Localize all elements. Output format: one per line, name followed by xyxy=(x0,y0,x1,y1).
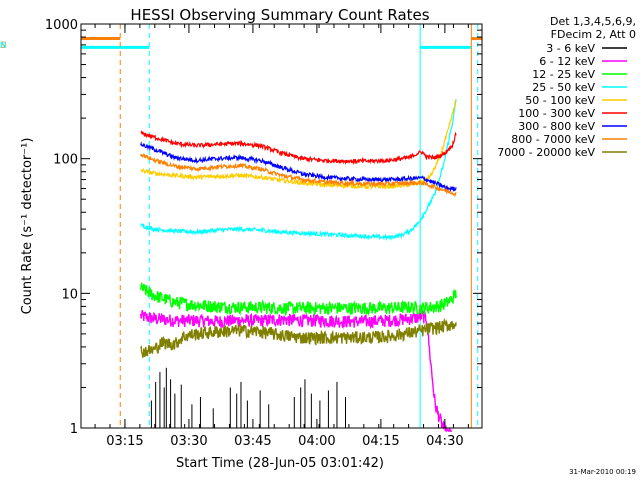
legend-header-line: FDecim 2, Att 0 xyxy=(551,28,636,41)
y-axis-label: Count Rate (s⁻¹ detector⁻¹) xyxy=(20,138,35,315)
series-25-50-kev-line xyxy=(140,99,457,242)
y-tick-label: 10 xyxy=(61,287,78,302)
legend-entry-label: 100 - 300 keV xyxy=(518,107,595,120)
legend-entry-label: 3 - 6 keV xyxy=(546,42,595,55)
legend-entry-label: 50 - 100 keV xyxy=(525,94,595,107)
legend-entry-label: 25 - 50 keV xyxy=(532,81,595,94)
legend-entry-label: 7000 - 20000 keV xyxy=(497,146,595,159)
series-12-25-kev-line xyxy=(140,282,457,317)
series-7000-20000-kev-line xyxy=(140,317,457,358)
series-800-7000-kev-line xyxy=(140,153,457,198)
legend-entry-label: 6 - 12 keV xyxy=(539,55,595,68)
observing-flags: SN xyxy=(0,24,482,428)
y-tick-label: 100 xyxy=(53,153,78,168)
flag-label-n: N xyxy=(0,41,7,51)
x-tick-label: 04:30 xyxy=(426,434,463,449)
axes: 1 10 100 1000 03:15 03:30 03:45 04:00 04:15 04:30 xyxy=(45,18,482,449)
x-tick-label: 04:15 xyxy=(362,434,399,449)
legend: Det 1,3,4,5,6,9,FDecim 2, Att 03 - 6 keV… xyxy=(497,15,636,159)
x-tick-label: 03:15 xyxy=(106,434,143,449)
footer-date: 31-Mar-2010 00:19 xyxy=(569,468,636,476)
series-50-100-kev-line xyxy=(140,99,457,191)
plot-frame xyxy=(80,23,483,429)
y-tick-label: 1000 xyxy=(45,18,78,33)
y-tick-label: 1 xyxy=(70,422,78,437)
series-100-300-kev-line xyxy=(140,130,457,166)
flag-label-s: S xyxy=(0,41,6,51)
series-300-800-kev-line xyxy=(140,141,457,193)
data-series xyxy=(140,99,457,433)
x-tick-label: 03:45 xyxy=(234,434,271,449)
legend-entry-label: 12 - 25 keV xyxy=(532,68,595,81)
chart-title: HESSI Observing Summary Count Rates xyxy=(130,6,429,24)
legend-entry-label: 300 - 800 keV xyxy=(518,120,595,133)
x-tick-label: 03:30 xyxy=(170,434,207,449)
legend-entry-label: 800 - 7000 keV xyxy=(511,133,595,146)
x-tick-label: 04:00 xyxy=(298,434,335,449)
legend-header-line: Det 1,3,4,5,6,9, xyxy=(550,15,636,28)
series-6-12-kev-line xyxy=(140,309,452,433)
x-axis-label: Start Time (28-Jun-05 03:01:42) xyxy=(176,456,384,471)
